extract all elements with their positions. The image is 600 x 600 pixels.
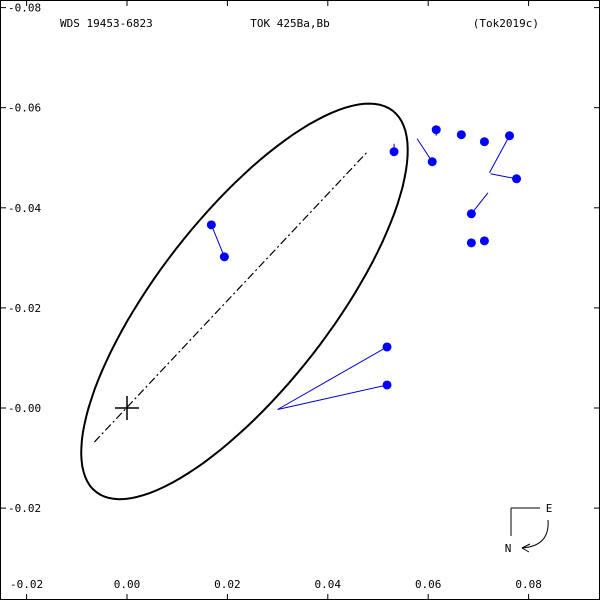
observation-point [466, 209, 476, 219]
observation-point [219, 252, 229, 262]
observation-point [479, 236, 489, 246]
residual-line [277, 346, 388, 410]
x-tick-label: -0.02 [10, 578, 43, 591]
observation-point [382, 380, 392, 390]
orbit-group [80, 102, 409, 501]
compass-arc [521, 519, 549, 549]
y-tick-label: -0.04 [8, 202, 41, 215]
x-tick-label: 0.06 [415, 578, 442, 591]
residual-line [416, 138, 433, 163]
observation-point [431, 125, 441, 135]
residual-line [277, 384, 388, 410]
header-left: WDS 19453-6823 [60, 17, 153, 30]
observation-point [479, 137, 489, 147]
observation-point [456, 130, 466, 140]
observation-point [382, 342, 392, 352]
observation-point [512, 174, 522, 184]
line-of-nodes [93, 151, 368, 443]
x-tick-label: 0.02 [214, 578, 241, 591]
header-right: (Tok2019c) [473, 17, 539, 30]
x-tick-label: 0.08 [515, 578, 542, 591]
observation-point [466, 238, 476, 248]
compass-north-label: N [505, 542, 512, 555]
y-tick-label: -0.02 [8, 502, 41, 515]
residual-lines [210, 129, 517, 410]
residual-line [489, 135, 510, 174]
x-tick-label: 0.04 [315, 578, 342, 591]
orbit-ellipse [80, 102, 409, 501]
observation-point [389, 147, 399, 157]
residual-line [210, 224, 225, 258]
observation-point [206, 220, 216, 230]
axis-tick-labels: -0.02 0.00 0.02 0.04 0.06 0.08 -0.08 -0.06 -0.04… [8, 2, 542, 591]
compass-axes [510, 507, 540, 536]
observation-points [206, 125, 522, 390]
y-tick-label: -0.08 [8, 2, 41, 15]
y-tick-label: -0.02 [8, 302, 41, 315]
compass-east-label: E [546, 502, 553, 515]
compass-arrow-icon [521, 543, 531, 553]
compass: E N [505, 502, 553, 555]
observation-point [427, 157, 437, 167]
observation-point [505, 131, 515, 141]
header-center: TOK 425Ba,Bb [250, 17, 329, 30]
x-tick-label: 0.00 [114, 578, 141, 591]
y-tick-label: -0.06 [8, 102, 41, 115]
y-tick-label: -0.00 [8, 402, 41, 415]
